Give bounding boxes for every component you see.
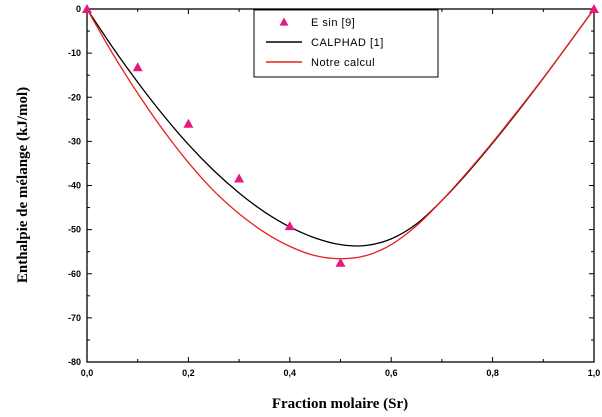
y-tick-label: -80 — [68, 357, 81, 367]
legend-label: E sin [9] — [311, 17, 355, 29]
x-tick-label: 1,0 — [588, 368, 601, 378]
series-markers — [82, 4, 599, 267]
y-tick-label: -70 — [68, 313, 81, 323]
legend: E sin [9] CALPHAD [1] Notre calcul — [253, 9, 439, 78]
legend-items: E sin [9] CALPHAD [1] Notre calcul — [266, 17, 384, 69]
x-tick-labels: 0,0 0,2 0,4 0,6 0,8 1,0 — [81, 368, 601, 378]
data-point-triangle — [234, 173, 245, 183]
x-tick-label: 0,6 — [385, 368, 398, 378]
data-point-triangle — [183, 118, 194, 128]
y-tick-labels: 0 -10 -20 -30 -40 -50 -60 -70 -80 — [68, 4, 81, 367]
x-tick-label: 0,8 — [486, 368, 499, 378]
x-tick-label: 0,4 — [284, 368, 297, 378]
data-point-triangle — [589, 4, 599, 13]
y-tick-label: -10 — [68, 48, 81, 58]
data-point-triangle — [335, 257, 346, 267]
legend-label: CALPHAD [1] — [311, 37, 384, 49]
y-tick-label: 0 — [76, 4, 81, 14]
y-tick-label: -30 — [68, 136, 81, 146]
x-tick-label: 0,2 — [182, 368, 195, 378]
y-axis-title: Enthalpie de mélange (kJ/mol) — [15, 87, 31, 283]
y-tick-label: -50 — [68, 225, 81, 235]
y-tick-label: -40 — [68, 181, 81, 191]
y-tick-label: -20 — [68, 92, 81, 102]
data-point-triangle — [284, 221, 295, 231]
data-point-triangle — [82, 4, 92, 13]
x-axis-title: Fraction molaire (Sr) — [272, 396, 408, 412]
y-tick-label: -60 — [68, 269, 81, 279]
x-tick-label: 0,0 — [81, 368, 94, 378]
legend-label: Notre calcul — [311, 57, 375, 69]
data-point-triangle — [132, 62, 143, 72]
legend-marker-swatch — [279, 17, 289, 26]
